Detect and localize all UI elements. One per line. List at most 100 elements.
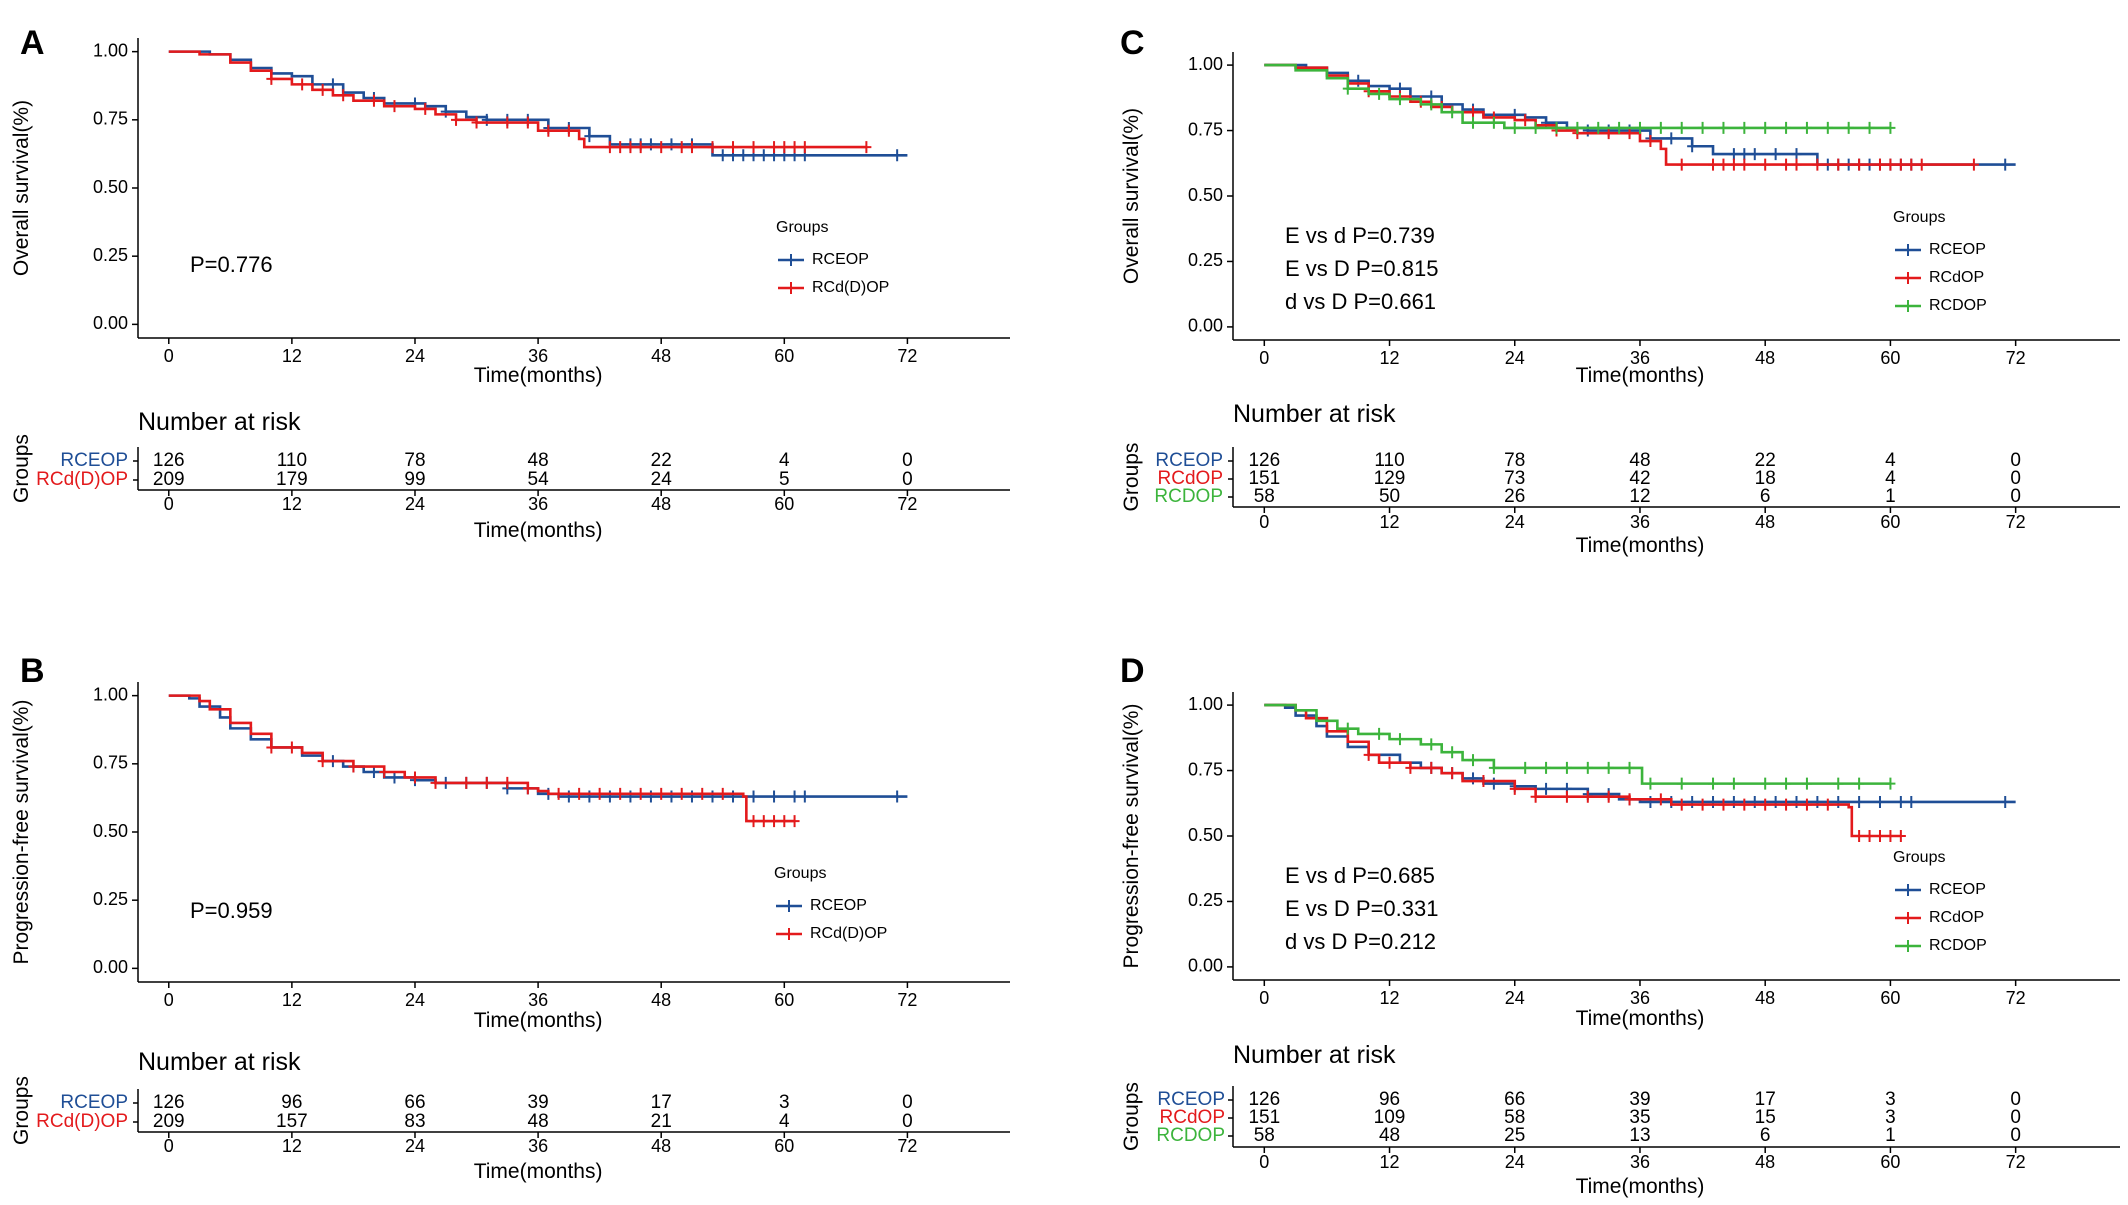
risk-x-axis-label: Time(months) (1576, 1175, 1705, 1198)
censor-mark (707, 790, 718, 803)
censor-mark (1906, 795, 1917, 808)
censor-mark (368, 766, 379, 778)
y-tick-label: 0.00 (93, 957, 128, 977)
censor-mark (1468, 772, 1479, 785)
censor-mark (1468, 754, 1479, 767)
censor-mark (748, 141, 759, 154)
censor-mark (1363, 748, 1374, 761)
censor-mark (1739, 148, 1750, 161)
censor-mark (379, 766, 390, 778)
risk-count: 48 (528, 1111, 549, 1132)
censor-mark (1426, 761, 1437, 774)
censor-mark (1509, 121, 1520, 134)
risk-x-tick-label: 12 (1380, 1152, 1400, 1172)
y-tick-label: 0.00 (1188, 956, 1223, 976)
legend-label: RCDOP (1929, 297, 1987, 314)
x-tick-label: 36 (528, 346, 548, 366)
censor-mark (1791, 158, 1802, 171)
risk-count: 22 (1755, 450, 1776, 471)
x-axis-label: Time(months) (474, 1009, 603, 1032)
censor-mark (338, 89, 349, 102)
risk-x-tick-label: 36 (1630, 512, 1650, 532)
censor-mark (1405, 761, 1416, 774)
censor-mark (1833, 777, 1844, 790)
y-tick-label: 1.00 (93, 684, 128, 704)
survival-curve-rceop (1264, 63, 2016, 166)
censor-mark (1624, 793, 1635, 806)
censor-mark (1676, 798, 1687, 811)
y-tick-label: 0.50 (93, 177, 128, 197)
censor-mark (758, 149, 769, 162)
survival-curve-rcddop (168, 50, 867, 149)
censor-mark (1342, 82, 1353, 95)
risk-count: 54 (528, 469, 550, 490)
censor-mark (1781, 158, 1792, 171)
censor-mark (1854, 777, 1865, 790)
censor-mark (728, 141, 739, 154)
censor-mark (1854, 830, 1865, 842)
censor-mark (1854, 795, 1865, 808)
censor-mark (1812, 158, 1823, 171)
y-axis-label: Overall survival(%) (1120, 108, 1143, 284)
risk-count: 110 (277, 450, 307, 471)
censor-mark (481, 113, 492, 126)
y-tick-label: 0.00 (93, 313, 128, 333)
risk-count: 4 (779, 1111, 790, 1132)
censor-mark (666, 790, 677, 803)
x-tick-label: 48 (1755, 348, 1775, 368)
censor-mark (769, 141, 780, 154)
legend-label: RCEOP (1929, 241, 1986, 258)
survival-curve-rcdop (1264, 63, 1974, 166)
censor-mark (1561, 761, 1572, 774)
risk-x-tick-label: 12 (282, 494, 302, 514)
risk-count: 3 (779, 1092, 790, 1113)
risk-group-label: RCEOP (1155, 450, 1223, 471)
censor-mark (686, 141, 697, 154)
censor-mark (635, 787, 646, 800)
censor-mark (1541, 761, 1552, 774)
risk-x-tick-label: 24 (1505, 512, 1525, 532)
risk-count: 0 (2010, 486, 2021, 507)
x-tick-label: 12 (282, 990, 302, 1010)
censor-mark (1708, 795, 1719, 808)
risk-count: 4 (779, 450, 790, 471)
panel-letter: B (20, 652, 45, 690)
x-tick-label: 0 (164, 346, 174, 366)
risk-groups-label: Groups (1120, 1082, 1143, 1151)
risk-count: 126 (153, 450, 185, 471)
risk-x-tick-label: 60 (774, 494, 794, 514)
risk-count: 48 (1629, 450, 1650, 471)
risk-group-label: RCdOP (1158, 468, 1223, 489)
risk-group-label: RCDOP (1154, 486, 1223, 507)
risk-count: 126 (153, 1092, 185, 1113)
risk-count: 0 (902, 1092, 913, 1113)
censor-mark (502, 776, 513, 789)
legend: Groups RCEOP RCd(D)OP (776, 219, 889, 296)
risk-count: 110 (1374, 450, 1404, 471)
risk-x-tick-label: 72 (897, 494, 917, 514)
risk-x-tick-label: 72 (2006, 512, 2026, 532)
risk-count: 0 (902, 469, 913, 490)
risk-group-label: RCd(D)OP (36, 1111, 128, 1132)
censor-mark (769, 790, 780, 803)
y-tick-label: 0.25 (1188, 890, 1223, 910)
censor-mark (1728, 148, 1739, 161)
censor-mark (1687, 795, 1698, 808)
legend: Groups RCEOP RCdOP RCDOP (1893, 849, 1987, 954)
censor-mark (594, 787, 605, 800)
x-tick-label: 0 (164, 990, 174, 1010)
risk-x-axis-label: Time(months) (474, 1160, 603, 1183)
p-value-annotation: P=0.776 (190, 252, 273, 277)
censor-mark (1760, 121, 1771, 134)
x-tick-label: 36 (528, 990, 548, 1010)
risk-x-tick-label: 12 (1380, 512, 1400, 532)
censor-mark (1353, 74, 1364, 87)
x-tick-label: 60 (1880, 348, 1900, 368)
legend-title: Groups (1893, 209, 1945, 226)
censor-mark (1770, 795, 1781, 808)
censor-mark (1812, 795, 1823, 808)
censor-mark (779, 815, 790, 828)
censor-mark (1468, 106, 1479, 119)
